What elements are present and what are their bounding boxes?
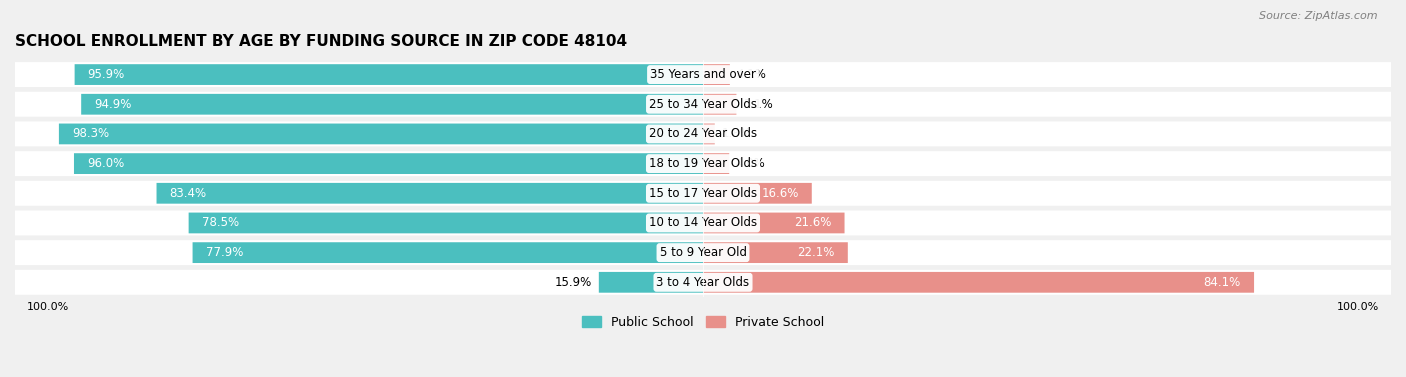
Text: 77.9%: 77.9% bbox=[205, 246, 243, 259]
Text: 5 to 9 Year Old: 5 to 9 Year Old bbox=[659, 246, 747, 259]
Text: 96.0%: 96.0% bbox=[87, 157, 124, 170]
Text: 10 to 14 Year Olds: 10 to 14 Year Olds bbox=[650, 216, 756, 230]
Text: SCHOOL ENROLLMENT BY AGE BY FUNDING SOURCE IN ZIP CODE 48104: SCHOOL ENROLLMENT BY AGE BY FUNDING SOUR… bbox=[15, 34, 627, 49]
FancyBboxPatch shape bbox=[15, 210, 1391, 235]
FancyBboxPatch shape bbox=[75, 64, 703, 85]
FancyBboxPatch shape bbox=[599, 272, 703, 293]
FancyBboxPatch shape bbox=[703, 153, 730, 174]
FancyBboxPatch shape bbox=[703, 124, 714, 144]
Text: 78.5%: 78.5% bbox=[201, 216, 239, 230]
Text: 15 to 17 Year Olds: 15 to 17 Year Olds bbox=[650, 187, 756, 200]
Text: 83.4%: 83.4% bbox=[170, 187, 207, 200]
FancyBboxPatch shape bbox=[703, 242, 848, 263]
FancyBboxPatch shape bbox=[15, 240, 1391, 265]
FancyBboxPatch shape bbox=[82, 94, 703, 115]
Text: 84.1%: 84.1% bbox=[1204, 276, 1241, 289]
FancyBboxPatch shape bbox=[15, 121, 1391, 146]
FancyBboxPatch shape bbox=[188, 213, 703, 233]
Text: 21.6%: 21.6% bbox=[794, 216, 831, 230]
Text: 25 to 34 Year Olds: 25 to 34 Year Olds bbox=[650, 98, 756, 111]
FancyBboxPatch shape bbox=[15, 270, 1391, 295]
Text: 20 to 24 Year Olds: 20 to 24 Year Olds bbox=[650, 127, 756, 140]
Text: 5.1%: 5.1% bbox=[742, 98, 773, 111]
FancyBboxPatch shape bbox=[15, 151, 1391, 176]
Text: 16.6%: 16.6% bbox=[761, 187, 799, 200]
Text: 94.9%: 94.9% bbox=[94, 98, 132, 111]
FancyBboxPatch shape bbox=[703, 64, 730, 85]
FancyBboxPatch shape bbox=[15, 181, 1391, 206]
FancyBboxPatch shape bbox=[75, 153, 703, 174]
Text: 3 to 4 Year Olds: 3 to 4 Year Olds bbox=[657, 276, 749, 289]
FancyBboxPatch shape bbox=[15, 62, 1391, 87]
Text: 1.8%: 1.8% bbox=[721, 127, 751, 140]
FancyBboxPatch shape bbox=[59, 124, 703, 144]
FancyBboxPatch shape bbox=[703, 272, 1254, 293]
Text: 15.9%: 15.9% bbox=[555, 276, 592, 289]
FancyBboxPatch shape bbox=[15, 92, 1391, 117]
Text: Source: ZipAtlas.com: Source: ZipAtlas.com bbox=[1260, 11, 1378, 21]
Text: 4.1%: 4.1% bbox=[737, 68, 766, 81]
Text: 35 Years and over: 35 Years and over bbox=[650, 68, 756, 81]
FancyBboxPatch shape bbox=[703, 213, 845, 233]
FancyBboxPatch shape bbox=[703, 94, 737, 115]
FancyBboxPatch shape bbox=[703, 183, 811, 204]
Text: 18 to 19 Year Olds: 18 to 19 Year Olds bbox=[650, 157, 756, 170]
Legend: Public School, Private School: Public School, Private School bbox=[576, 311, 830, 334]
Text: 98.3%: 98.3% bbox=[72, 127, 110, 140]
Text: 95.9%: 95.9% bbox=[87, 68, 125, 81]
Text: 22.1%: 22.1% bbox=[797, 246, 835, 259]
FancyBboxPatch shape bbox=[156, 183, 703, 204]
Text: 4.0%: 4.0% bbox=[735, 157, 765, 170]
FancyBboxPatch shape bbox=[193, 242, 703, 263]
